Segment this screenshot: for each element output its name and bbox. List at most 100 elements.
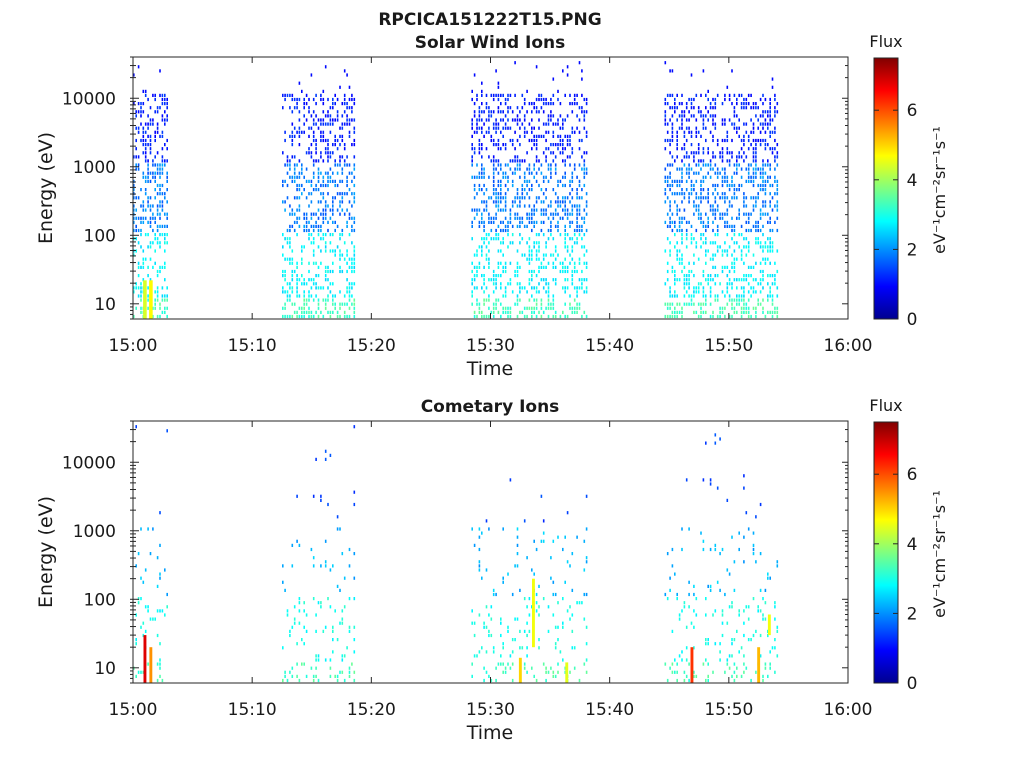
spectrogram-cell [166,216,168,220]
spectrogram-cell [485,188,488,192]
spectrogram-cell [284,670,286,674]
spectrogram-cell [702,175,705,179]
spectrogram-cell [327,228,329,233]
spectrogram-cell [726,183,729,188]
spectrogram-cell [156,110,159,114]
spectrogram-cell [583,126,586,130]
hot-spot-cell [767,614,771,636]
spectrogram-cell [481,188,483,192]
spectrogram-cell [688,196,690,200]
spectrogram-cell [571,237,574,241]
spectrogram-cell [552,278,555,282]
spectrogram-cell [685,151,688,155]
spectrogram-cell [320,192,322,196]
spectrogram-cell [738,212,740,216]
spectrogram-cell [312,130,315,134]
spectrogram-cell [320,310,322,314]
spectrogram-cell [545,678,547,683]
spectrogram-cell [343,159,346,163]
spectrogram-cell [303,290,305,294]
spectrogram-cell [731,183,733,188]
spectrogram-cells [133,61,779,319]
spectrogram-cell [289,224,291,228]
spectrogram-cell [583,183,586,188]
spectrogram-cell [700,183,702,188]
spectrogram-cell [310,143,313,147]
spectrogram-cell [726,658,729,662]
spectrogram-cell [533,212,535,216]
spectrogram-cell [492,175,495,179]
spectrogram-cell [762,138,764,143]
spectrogram-cell [329,208,332,212]
spectrogram-cell [702,478,705,482]
spectrogram-cell [683,282,686,286]
spectrogram-cell [664,122,667,126]
spectrogram-cell [164,122,166,126]
spectrogram-cell [528,629,531,633]
spectrogram-cell [695,241,698,245]
spectrogram-cell [697,106,700,110]
spectrogram-cell [507,245,509,249]
spectrogram-cell [523,175,526,179]
spectrogram-cell [683,678,686,683]
spectrogram-cell [540,261,543,265]
spectrogram-cell [552,114,555,118]
spectrogram-cell [669,286,671,290]
spectrogram-cell [571,130,574,134]
spectrogram-cell [664,302,667,306]
spectrogram-cell [154,196,156,200]
spectrogram-cell [526,654,528,658]
spectrogram-cell [755,200,757,204]
spectrogram-cell [731,179,733,183]
spectrogram-cell [685,155,688,159]
spectrogram-cell [571,208,574,212]
x-tick-label: 15:40 [585,700,634,720]
spectrogram-cell [298,208,301,212]
spectrogram-cell [707,642,709,646]
spectrogram-cell [144,93,147,97]
spectrogram-cell [743,274,745,278]
spectrogram-cell [747,228,750,233]
spectrogram-cell [166,429,168,433]
spectrogram-cell [738,302,740,306]
spectrogram-cell [291,175,294,179]
spectrogram-cell [767,629,769,633]
spectrogram-cell [721,212,724,216]
spectrogram-cell [514,564,516,568]
spectrogram-cell [709,114,712,118]
spectrogram-cell [738,151,740,155]
spectrogram-cell [707,224,709,228]
spectrogram-cell [576,310,578,314]
spectrogram-cell [700,179,702,183]
spectrogram-cell [716,298,719,302]
spectrogram-cell [310,224,313,228]
spectrogram-cell [535,257,538,261]
spectrogram-cell [712,151,714,155]
spectrogram-cell [348,282,351,286]
spectrogram-cell [726,175,729,179]
spectrogram-cell [320,93,322,97]
spectrogram-cell [545,253,547,257]
spectrogram-cell [671,265,674,269]
spectrogram-cell [334,228,336,233]
spectrogram-cell [519,167,521,171]
spectrogram-cell [743,122,745,126]
hot-spot-cell [143,635,147,683]
spectrogram-cell [504,670,507,674]
spectrogram-cell [681,175,683,179]
spectrogram-cell [497,122,500,126]
spectrogram-cell [564,269,566,274]
spectrogram-cell [521,196,524,200]
spectrogram-cell [538,183,540,188]
spectrogram-cell [492,290,495,294]
spectrogram-cell [581,106,583,110]
spectrogram-cell [554,245,557,249]
spectrogram-cell [676,302,678,306]
spectrogram-cell [700,245,702,249]
spectrogram-cell [353,200,356,204]
spectrogram-cell [526,241,528,245]
spectrogram-cell [320,183,322,188]
spectrogram-cell [149,216,152,220]
spectrogram-cell [669,118,671,122]
spectrogram-cell [135,613,137,617]
